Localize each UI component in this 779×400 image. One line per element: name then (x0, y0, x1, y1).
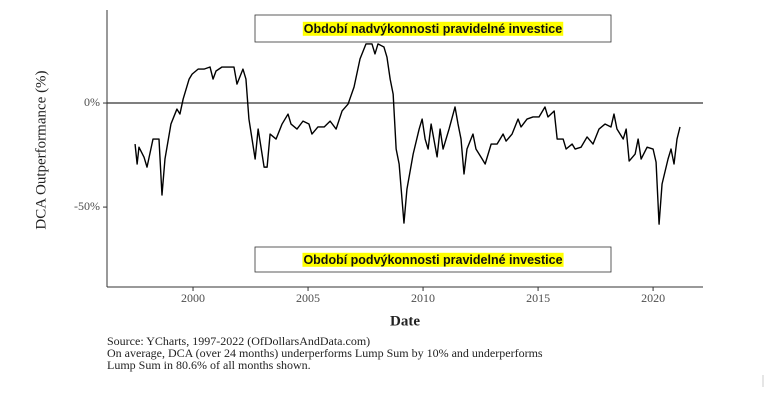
x-tick-label: 2010 (411, 291, 435, 305)
footnote: On average, DCA (over 24 months) underpe… (107, 346, 543, 360)
annotation-text: Období podvýkonnosti pravidelné investic… (303, 253, 562, 267)
annotation-text: Období nadvýkonnosti pravidelné investic… (304, 22, 562, 36)
data-line (134, 43, 681, 225)
y-tick-label: 0% (84, 95, 100, 109)
x-axis-title: Date (390, 313, 420, 329)
x-tick-label: 2015 (526, 291, 550, 305)
y-tick-label: -50% (74, 199, 100, 213)
x-tick-label: 2020 (641, 291, 665, 305)
y-axis-title: DCA Outperformance (%) (33, 70, 49, 229)
annotation: Období nadvýkonnosti pravidelné investic… (254, 14, 612, 43)
x-tick-label: 2005 (296, 291, 320, 305)
highlight (302, 21, 564, 36)
footnote: Lump Sum in 80.6% of all months shown. (107, 358, 311, 372)
source-note: Source: YCharts, 1997-2022 (OfDollarsAnd… (107, 334, 370, 348)
highlight (302, 252, 564, 267)
annotation: Období podvýkonnosti pravidelné investic… (254, 246, 612, 273)
x-tick-label: 2000 (181, 291, 205, 305)
